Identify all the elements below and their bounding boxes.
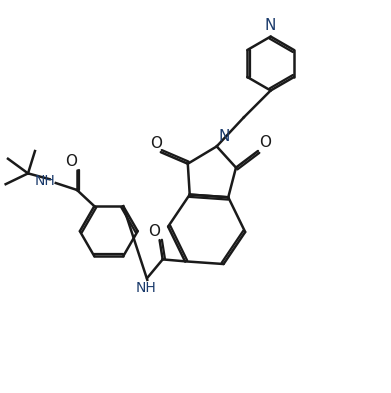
Text: NH: NH	[34, 174, 55, 189]
Text: O: O	[148, 224, 160, 239]
Text: NH: NH	[136, 281, 156, 295]
Text: O: O	[66, 154, 77, 169]
Text: O: O	[260, 135, 271, 150]
Text: N: N	[265, 18, 276, 33]
Text: N: N	[218, 129, 230, 144]
Text: O: O	[150, 136, 162, 151]
